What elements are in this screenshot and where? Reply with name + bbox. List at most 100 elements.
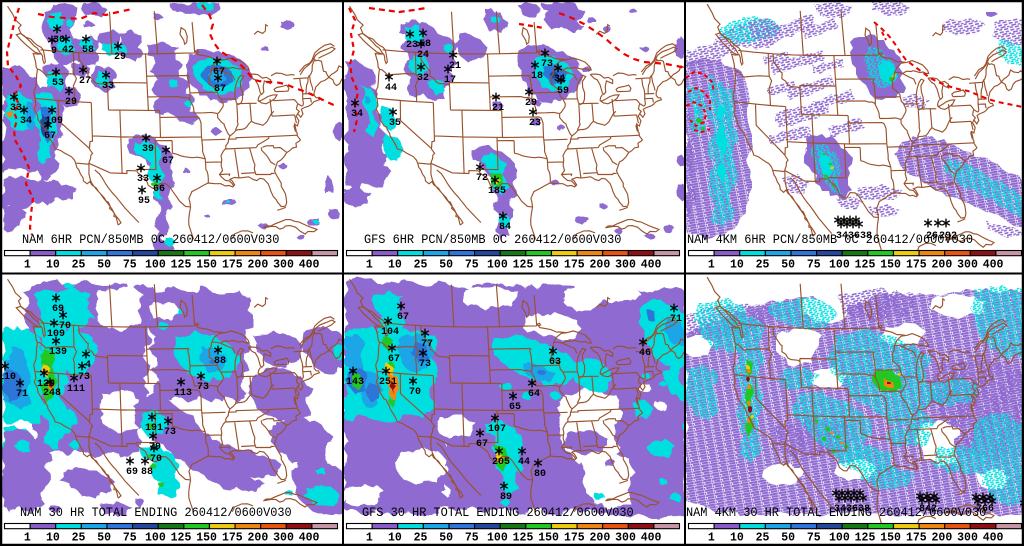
svg-text:NAM 30 HR TOTAL ENDING 260412/: NAM 30 HR TOTAL ENDING 260412/0600V030: [20, 506, 292, 520]
svg-text:107: 107: [488, 424, 506, 435]
svg-text:70: 70: [409, 387, 421, 398]
svg-text:300: 300: [273, 259, 294, 272]
svg-text:73: 73: [541, 59, 553, 70]
svg-text:36: 36: [53, 35, 65, 46]
svg-text:10: 10: [730, 259, 744, 272]
svg-text:300: 300: [615, 532, 636, 545]
svg-text:248: 248: [43, 388, 61, 399]
svg-text:205: 205: [492, 457, 510, 468]
svg-text:67: 67: [476, 439, 488, 450]
svg-text:125: 125: [513, 532, 534, 545]
svg-text:25: 25: [414, 532, 428, 545]
svg-text:26: 26: [926, 231, 938, 242]
svg-text:89: 89: [500, 492, 512, 503]
svg-text:29: 29: [114, 52, 126, 63]
svg-text:125: 125: [171, 532, 192, 545]
svg-text:50: 50: [97, 259, 111, 272]
svg-text:1: 1: [24, 259, 31, 272]
svg-text:70: 70: [150, 454, 162, 465]
svg-text:400: 400: [983, 532, 1004, 545]
svg-text:75: 75: [807, 532, 821, 545]
svg-text:300: 300: [273, 532, 294, 545]
svg-text:NAM 4KM 30 HR TOTAL ENDING 260: NAM 4KM 30 HR TOTAL ENDING 260412/0600V0…: [686, 506, 986, 520]
svg-text:150: 150: [538, 532, 559, 545]
svg-text:66: 66: [153, 184, 165, 195]
svg-text:34: 34: [351, 109, 363, 120]
svg-text:1: 1: [708, 259, 715, 272]
svg-text:200: 200: [590, 532, 611, 545]
svg-text:88: 88: [214, 356, 226, 367]
svg-text:9: 9: [51, 46, 57, 57]
svg-text:150: 150: [880, 532, 901, 545]
svg-text:67: 67: [397, 312, 409, 323]
svg-text:109: 109: [47, 329, 65, 340]
svg-text:58: 58: [419, 39, 431, 50]
svg-text:25: 25: [756, 259, 770, 272]
svg-text:65: 65: [509, 402, 521, 413]
svg-text:73: 73: [164, 427, 176, 438]
svg-text:175: 175: [222, 259, 243, 272]
svg-text:GFS 6HR PCN/850MB 0C 260412/06: GFS 6HR PCN/850MB 0C 260412/0600V030: [364, 233, 621, 247]
svg-text:111: 111: [67, 384, 85, 395]
svg-text:71: 71: [16, 389, 28, 400]
svg-text:125: 125: [855, 532, 876, 545]
svg-text:125: 125: [171, 259, 192, 272]
svg-text:50: 50: [439, 532, 453, 545]
svg-text:67: 67: [44, 131, 56, 142]
svg-text:139: 139: [49, 347, 67, 358]
svg-text:34: 34: [20, 116, 32, 127]
svg-text:100: 100: [829, 532, 850, 545]
svg-text:343638: 343638: [834, 504, 870, 515]
svg-text:175: 175: [222, 532, 243, 545]
svg-text:71: 71: [670, 314, 682, 325]
svg-text:150: 150: [880, 259, 901, 272]
svg-text:300: 300: [615, 259, 636, 272]
svg-text:88: 88: [141, 467, 153, 478]
svg-text:185: 185: [488, 186, 506, 197]
svg-text:100: 100: [487, 259, 508, 272]
svg-text:150: 150: [538, 259, 559, 272]
svg-text:10: 10: [388, 532, 402, 545]
svg-text:67: 67: [388, 354, 400, 365]
svg-text:84: 84: [499, 222, 511, 233]
svg-text:63: 63: [549, 357, 561, 368]
svg-text:10: 10: [730, 532, 744, 545]
svg-text:75: 75: [123, 532, 137, 545]
svg-text:251: 251: [379, 377, 397, 388]
svg-text:33: 33: [137, 174, 149, 185]
svg-text:77: 77: [421, 339, 433, 350]
svg-text:150: 150: [196, 259, 217, 272]
svg-text:32: 32: [417, 73, 429, 84]
svg-text:79: 79: [149, 442, 161, 453]
svg-text:70: 70: [59, 321, 71, 332]
svg-text:24: 24: [417, 50, 429, 61]
svg-text:400: 400: [983, 259, 1004, 272]
svg-text:67: 67: [162, 156, 174, 167]
svg-text:59: 59: [557, 86, 569, 97]
svg-text:175: 175: [564, 259, 585, 272]
svg-text:33: 33: [10, 103, 22, 114]
svg-text:80: 80: [534, 469, 546, 480]
svg-text:73: 73: [78, 372, 90, 383]
svg-text:1: 1: [708, 532, 715, 545]
svg-text:10: 10: [46, 259, 60, 272]
svg-text:191: 191: [145, 423, 163, 434]
svg-text:95: 95: [138, 196, 150, 207]
svg-text:343638: 343638: [836, 231, 872, 242]
svg-text:NAM 6HR PCN/850MB 0C 260412/06: NAM 6HR PCN/850MB 0C 260412/0600V030: [22, 233, 279, 247]
svg-text:GFS 30 HR TOTAL ENDING 260412/: GFS 30 HR TOTAL ENDING 260412/0600V030: [362, 506, 634, 520]
svg-text:29: 29: [65, 97, 77, 108]
svg-text:10: 10: [388, 259, 402, 272]
svg-text:113: 113: [174, 388, 192, 399]
svg-text:300: 300: [957, 259, 978, 272]
svg-text:33: 33: [102, 81, 114, 92]
svg-text:400: 400: [299, 259, 320, 272]
svg-text:87: 87: [214, 84, 226, 95]
svg-text:44: 44: [518, 457, 530, 468]
svg-text:200: 200: [590, 259, 611, 272]
svg-text:50: 50: [439, 259, 453, 272]
svg-text:10: 10: [46, 532, 60, 545]
svg-text:292: 292: [939, 231, 957, 242]
svg-text:44: 44: [385, 83, 397, 94]
svg-text:64: 64: [528, 389, 540, 400]
